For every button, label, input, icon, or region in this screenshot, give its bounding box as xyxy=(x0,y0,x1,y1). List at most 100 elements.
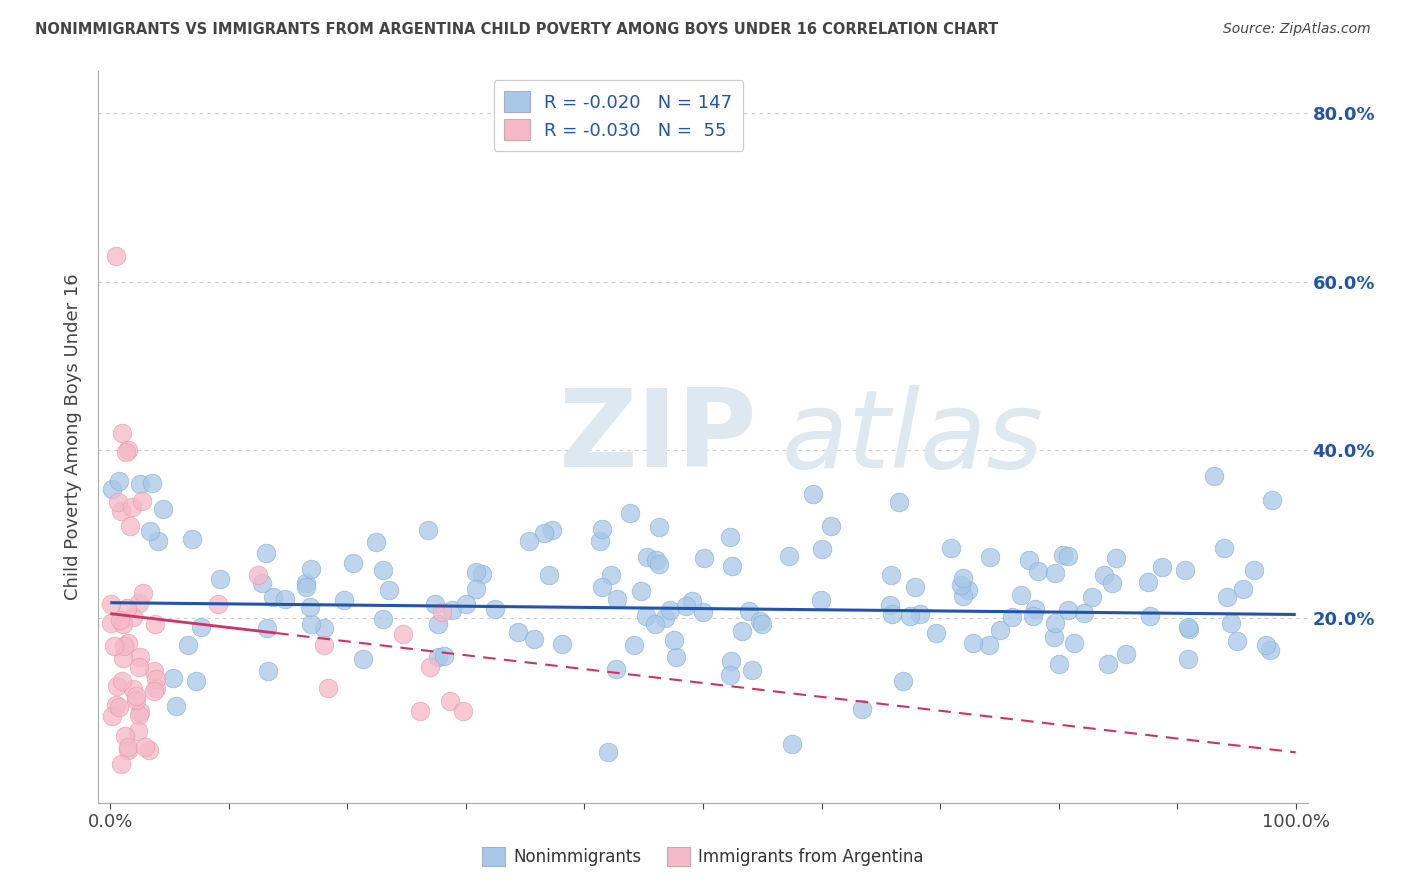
Point xyxy=(751,617,773,632)
Point xyxy=(636,608,658,623)
Point xyxy=(314,621,336,635)
Point xyxy=(262,590,284,604)
Point xyxy=(439,694,461,708)
Point xyxy=(665,650,688,665)
Point xyxy=(720,654,742,668)
Point xyxy=(977,638,1000,652)
Point xyxy=(879,599,901,613)
Point xyxy=(110,504,132,518)
Point xyxy=(1212,541,1234,555)
Point xyxy=(250,576,273,591)
Point xyxy=(432,605,454,619)
Point xyxy=(893,673,915,688)
Point xyxy=(538,568,561,582)
Point xyxy=(132,586,155,600)
Point xyxy=(122,610,145,624)
Point xyxy=(1216,590,1239,604)
Point xyxy=(1243,563,1265,577)
Point xyxy=(117,740,139,755)
Point xyxy=(425,597,447,611)
Point xyxy=(254,545,277,559)
Point xyxy=(1097,657,1119,671)
Point xyxy=(316,681,339,696)
Point xyxy=(299,617,322,632)
Point xyxy=(152,501,174,516)
Point xyxy=(737,604,759,618)
Point xyxy=(1137,574,1160,589)
Point xyxy=(517,534,540,549)
Point xyxy=(391,627,413,641)
Point xyxy=(129,706,152,720)
Point xyxy=(664,632,686,647)
Point xyxy=(1101,576,1123,591)
Point xyxy=(1057,549,1080,563)
Point xyxy=(128,649,150,664)
Point xyxy=(741,663,763,677)
Legend: Nonimmigrants, Immigrants from Argentina: Nonimmigrants, Immigrants from Argentina xyxy=(474,838,932,875)
Point xyxy=(600,568,623,582)
Point xyxy=(721,558,744,573)
Point xyxy=(107,474,129,488)
Point xyxy=(749,614,772,628)
Point xyxy=(801,487,824,501)
Point xyxy=(551,637,574,651)
Point xyxy=(110,757,132,772)
Point xyxy=(257,664,280,678)
Point xyxy=(111,650,134,665)
Point xyxy=(619,506,641,520)
Point xyxy=(1052,548,1074,562)
Point xyxy=(811,541,834,556)
Point xyxy=(522,632,544,646)
Point xyxy=(1092,568,1115,582)
Point xyxy=(648,557,671,571)
Point xyxy=(645,553,668,567)
Point xyxy=(1226,634,1249,648)
Point xyxy=(456,597,478,611)
Point xyxy=(139,524,162,538)
Point xyxy=(659,602,682,616)
Point xyxy=(373,563,395,577)
Point xyxy=(1001,610,1024,624)
Point xyxy=(1057,602,1080,616)
Point xyxy=(484,602,506,616)
Point xyxy=(433,649,456,664)
Point xyxy=(1043,566,1066,581)
Point xyxy=(630,583,652,598)
Legend: R = -0.020   N = 147, R = -0.030   N =  55: R = -0.020 N = 147, R = -0.030 N = 55 xyxy=(494,80,744,151)
Point xyxy=(1022,609,1045,624)
Point xyxy=(165,699,187,714)
Point xyxy=(718,530,741,544)
Point xyxy=(718,668,741,682)
Point xyxy=(162,671,184,685)
Point xyxy=(138,743,160,757)
Point xyxy=(1047,657,1070,672)
Point xyxy=(636,550,658,565)
Point xyxy=(644,616,666,631)
Point xyxy=(105,698,128,713)
Point xyxy=(952,571,974,585)
Point xyxy=(105,249,128,263)
Point xyxy=(312,639,335,653)
Point xyxy=(1011,588,1033,602)
Point xyxy=(533,526,555,541)
Text: NONIMMIGRANTS VS IMMIGRANTS FROM ARGENTINA CHILD POVERTY AMONG BOYS UNDER 16 COR: NONIMMIGRANTS VS IMMIGRANTS FROM ARGENTI… xyxy=(35,22,998,37)
Point xyxy=(1105,551,1128,566)
Point xyxy=(692,605,714,619)
Point xyxy=(731,624,754,639)
Point xyxy=(111,425,134,440)
Point xyxy=(988,624,1011,638)
Point xyxy=(134,739,156,754)
Point xyxy=(949,577,972,591)
Point xyxy=(598,745,620,759)
Point xyxy=(148,534,170,549)
Point xyxy=(1043,630,1066,644)
Point xyxy=(941,541,963,556)
Point xyxy=(654,611,676,625)
Point xyxy=(142,664,165,678)
Point xyxy=(128,477,150,491)
Point xyxy=(908,607,931,621)
Point xyxy=(128,707,150,722)
Point xyxy=(952,590,974,604)
Point xyxy=(1115,647,1137,661)
Point xyxy=(128,660,150,674)
